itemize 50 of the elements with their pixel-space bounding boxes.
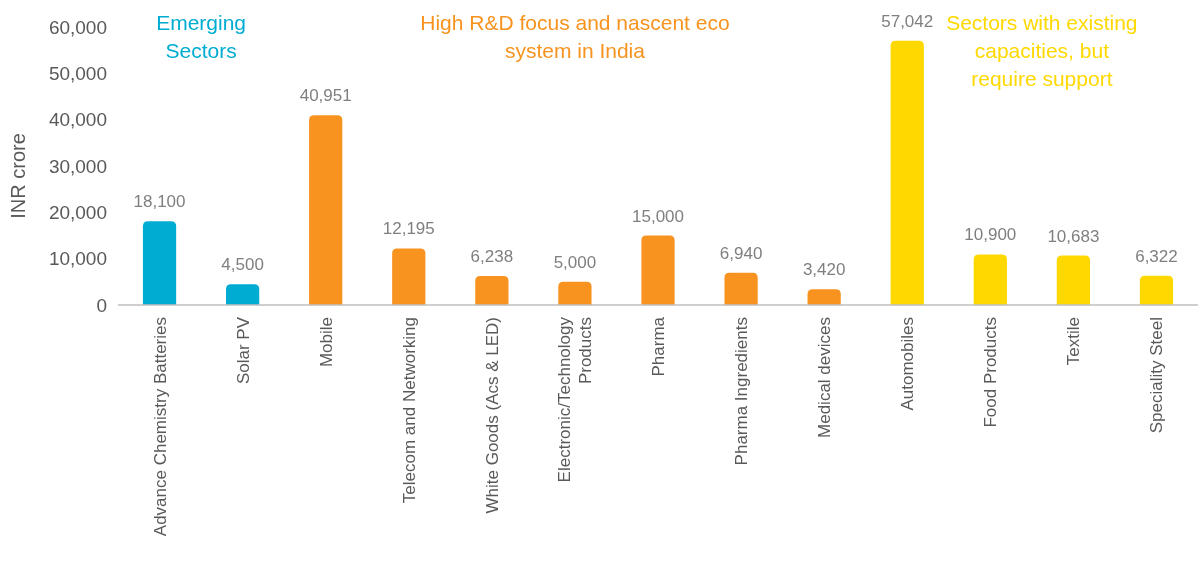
x-tick-label: Speciality Steel — [1147, 317, 1167, 434]
bar — [558, 281, 592, 305]
data-label: 57,042 — [881, 11, 934, 31]
y-tick-label: 60,000 — [48, 16, 107, 38]
x-tick-label: Medical devices — [815, 317, 835, 438]
x-tick-label: Mobile — [316, 317, 336, 368]
bar — [392, 248, 426, 305]
y-axis-title: INR crore — [7, 133, 29, 219]
bar — [475, 276, 509, 305]
x-tick-label: Automobiles — [898, 317, 918, 411]
bar — [890, 40, 924, 305]
x-tick-label: Advance Chemistry Batteries — [150, 317, 170, 537]
x-tick-label: White Goods (Acs & LED) — [482, 317, 502, 514]
y-tick-label: 10,000 — [48, 248, 107, 270]
data-label: 10,900 — [964, 225, 1017, 245]
bar — [1056, 255, 1090, 305]
bar — [973, 254, 1007, 305]
bar — [309, 115, 343, 305]
data-label: 3,420 — [802, 260, 846, 280]
y-tick-label: 50,000 — [48, 62, 107, 84]
data-label: 4,500 — [221, 255, 264, 275]
y-tick-label: 0 — [96, 294, 107, 316]
x-tick-label: Textile — [1064, 317, 1084, 366]
data-label: 18,100 — [133, 192, 186, 212]
data-label: 10,683 — [1047, 226, 1100, 246]
bar — [807, 289, 841, 305]
data-label: 15,000 — [632, 206, 684, 226]
data-label: 6,238 — [470, 247, 514, 267]
y-tick-label: 30,000 — [48, 155, 107, 177]
data-label: 5,000 — [553, 252, 597, 272]
data-label: 6,322 — [1135, 246, 1178, 266]
x-tick-label: Telecom and Networking — [399, 317, 419, 504]
data-label: 40,951 — [299, 86, 352, 106]
x-tick-label: Food Products — [981, 317, 1001, 428]
bar — [142, 221, 177, 305]
bar — [1139, 275, 1174, 305]
y-tick-label: 40,000 — [48, 109, 107, 131]
data-label: 6,940 — [719, 243, 763, 263]
bar — [226, 284, 260, 305]
annotation: Sectors with existing capacities, but require support — [946, 11, 1138, 90]
x-tick-label: Electronic/Technology Products — [555, 316, 596, 483]
data-label: 12,195 — [382, 219, 435, 239]
x-tick-label: Pharma Ingredients — [732, 317, 752, 466]
x-tick-label: Pharma — [649, 316, 668, 377]
x-tick-label: Solar PV — [233, 316, 253, 385]
bar — [641, 235, 675, 305]
annotation: Emerging Sectors — [156, 11, 247, 62]
y-tick-label: 20,000 — [48, 201, 107, 223]
bar — [724, 272, 758, 305]
annotation: High R&D focus and nascent eco system in India — [420, 11, 730, 62]
